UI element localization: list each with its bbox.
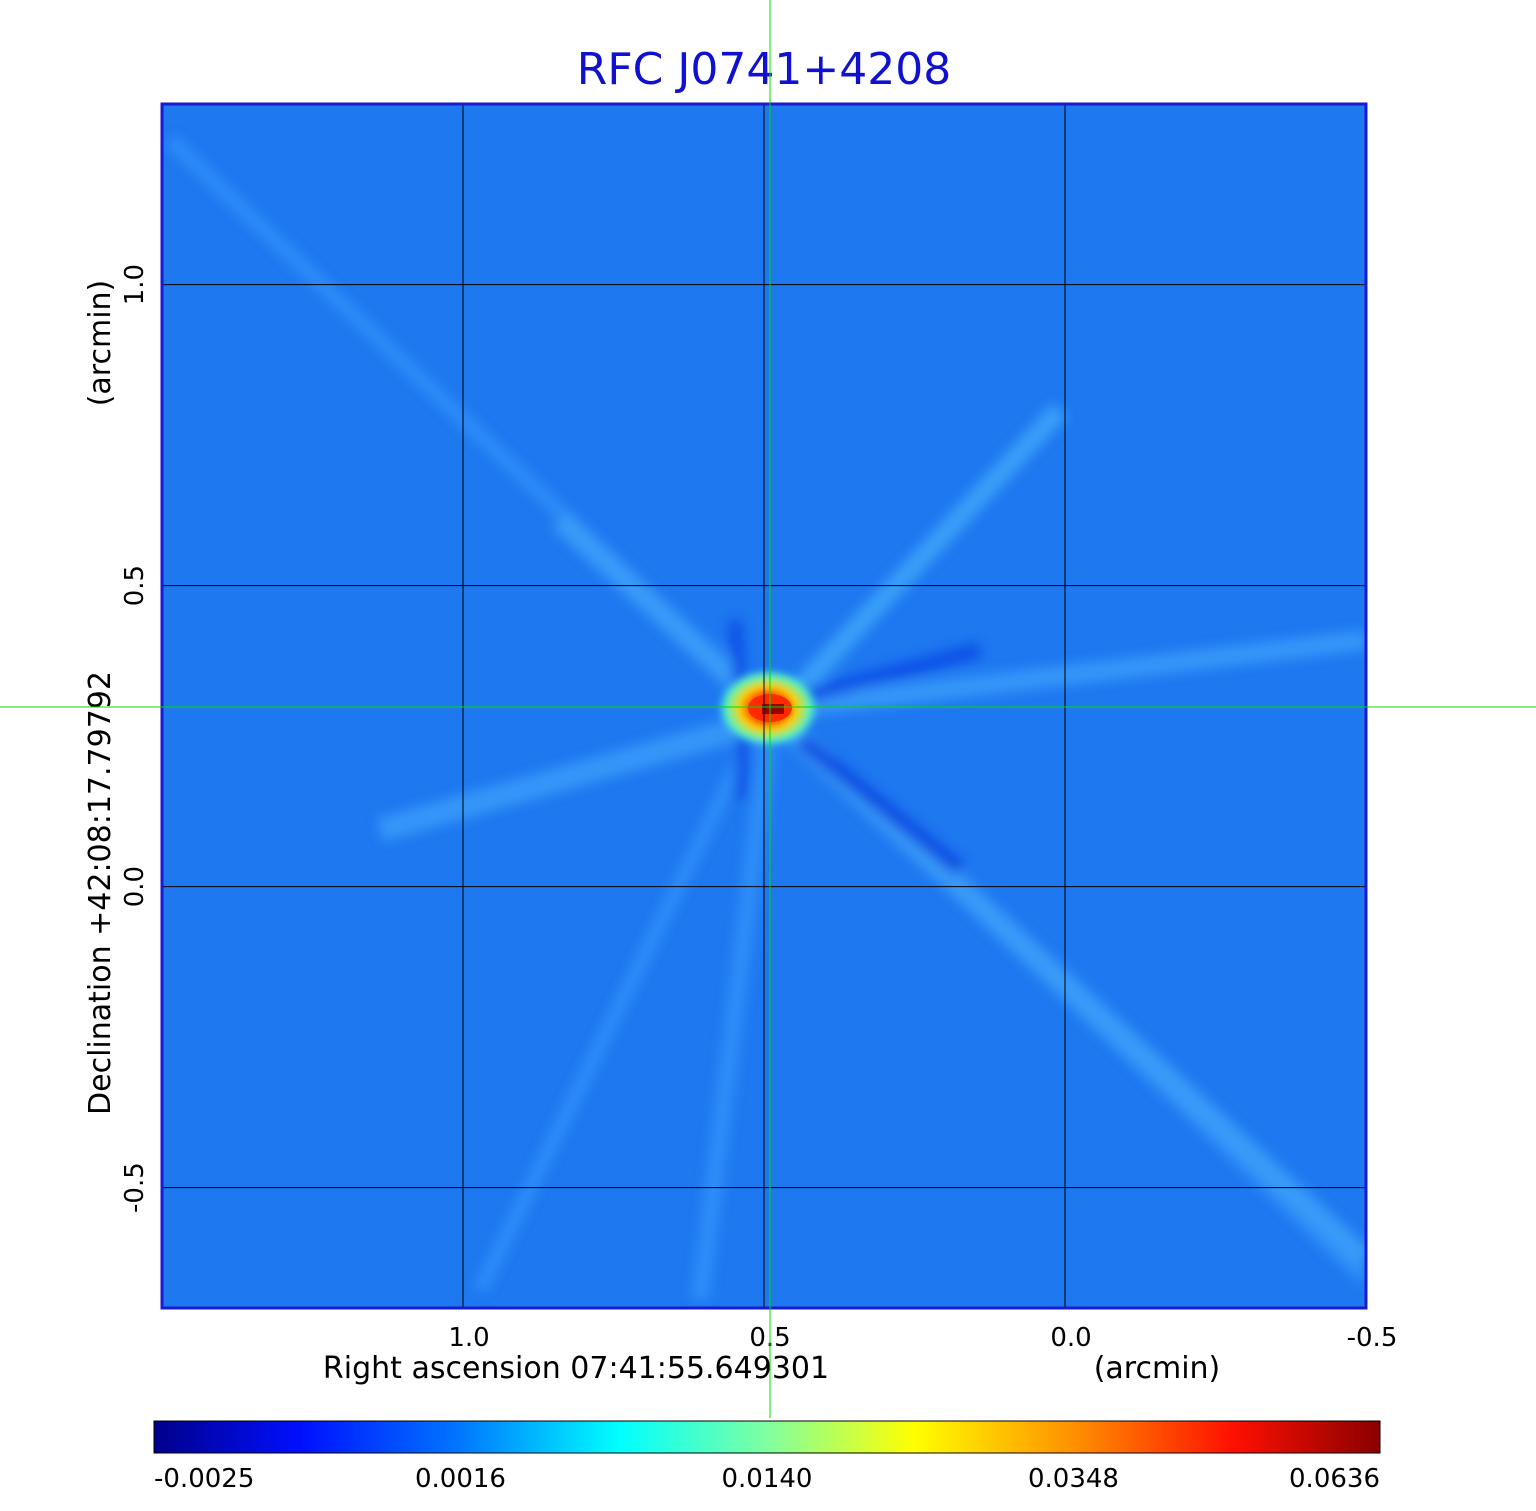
colorbar-label: 0.0636 xyxy=(1289,1464,1380,1494)
x-axis-label: Right ascension 07:41:55.649301 xyxy=(323,1351,829,1386)
x-tick-label: 1.0 xyxy=(448,1323,489,1353)
y-tick-labels: 1.0 0.5 0.0 -0.5 xyxy=(120,264,150,1213)
x-axis-unit: (arcmin) xyxy=(1094,1351,1221,1386)
colorbar-labels: -0.0025 0.0016 0.0140 0.0348 0.0636 xyxy=(154,1464,1380,1494)
plot-frame xyxy=(160,102,1368,1310)
x-tick-label: 0.0 xyxy=(1050,1323,1091,1353)
y-tick-label: 1.0 xyxy=(120,264,150,305)
colorbar-label: -0.0025 xyxy=(154,1464,254,1494)
chart-title: RFC J0741+4208 xyxy=(577,44,951,95)
y-tick-label: 0.0 xyxy=(120,866,150,907)
x-tick-labels: 1.0 0.5 0.0 -0.5 xyxy=(448,1323,1397,1353)
grid-lines xyxy=(162,104,1366,1308)
source-peak xyxy=(762,704,784,714)
crosshair xyxy=(0,0,1536,1418)
colorbar-label: 0.0140 xyxy=(722,1464,813,1494)
y-axis-unit: (arcmin) xyxy=(83,280,118,407)
y-axis-label: Declination +42:08:17.79792 xyxy=(83,671,118,1115)
colorbar-label: 0.0016 xyxy=(415,1464,506,1494)
sidelobe-pattern xyxy=(165,134,1366,1302)
y-tick-label: -0.5 xyxy=(120,1162,150,1213)
colorbar xyxy=(153,1420,1381,1454)
x-tick-label: -0.5 xyxy=(1347,1323,1398,1353)
colorbar-label: 0.0348 xyxy=(1028,1464,1119,1494)
y-tick-label: 0.5 xyxy=(120,565,150,606)
